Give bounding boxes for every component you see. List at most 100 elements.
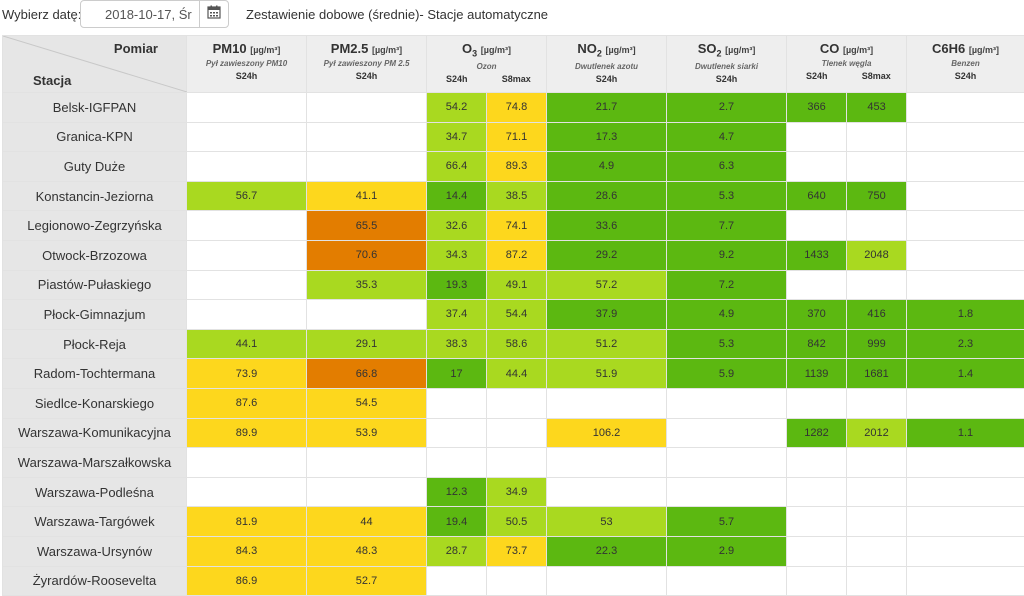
station-name[interactable]: Warszawa-Ursynów bbox=[3, 536, 187, 566]
measurement-cell: 2.9 bbox=[667, 536, 787, 566]
measurement-cell: 1139 bbox=[787, 359, 847, 389]
measurement-cell: 53 bbox=[547, 507, 667, 537]
measurement-cell: 6.3 bbox=[667, 152, 787, 182]
measurement-cell bbox=[787, 448, 847, 478]
measurement-cell: 1.1 bbox=[907, 418, 1024, 448]
pollutant-unit: [µg/m³] bbox=[843, 45, 873, 55]
measurement-cell: 640 bbox=[787, 181, 847, 211]
toolbar: Wybierz datę: Zestawienie dobowe (średni… bbox=[0, 0, 1024, 30]
measurement-cell: 54.2 bbox=[427, 93, 487, 123]
measurement-cell: 84.3 bbox=[187, 536, 307, 566]
measurement-cell bbox=[187, 211, 307, 241]
pollutant-description: Tlenek węgla bbox=[787, 59, 906, 68]
measurement-cell bbox=[847, 507, 907, 537]
station-name[interactable]: Warszawa-Targówek bbox=[3, 507, 187, 537]
measurement-cell bbox=[787, 211, 847, 241]
measurement-cell: 5.9 bbox=[667, 359, 787, 389]
measurement-cell: 1433 bbox=[787, 240, 847, 270]
corner-header: Pomiar Stacja bbox=[3, 36, 187, 93]
measurement-cell: 32.6 bbox=[427, 211, 487, 241]
measurement-cell: 9.2 bbox=[667, 240, 787, 270]
measurement-cell bbox=[547, 566, 667, 596]
measurement-cell bbox=[787, 507, 847, 537]
measurement-cell: 5.3 bbox=[667, 329, 787, 359]
measurement-cell: 53.9 bbox=[307, 418, 427, 448]
table-header-row: Pomiar Stacja PM10 [µg/m³]Pył zawieszony… bbox=[3, 36, 1024, 93]
measurement-cell: 750 bbox=[847, 181, 907, 211]
station-name[interactable]: Guty Duże bbox=[3, 152, 187, 182]
measurement-cell: 73.7 bbox=[487, 536, 547, 566]
station-name[interactable]: Granica-KPN bbox=[3, 122, 187, 152]
measurement-cell bbox=[307, 152, 427, 182]
measurement-cell: 4.7 bbox=[667, 122, 787, 152]
aggregation-label: S24h bbox=[547, 74, 666, 84]
measurement-cell bbox=[667, 477, 787, 507]
station-name[interactable]: Warszawa-Marszałkowska bbox=[3, 448, 187, 478]
station-name[interactable]: Otwock-Brzozowa bbox=[3, 240, 187, 270]
measurement-cell bbox=[667, 566, 787, 596]
station-name[interactable]: Warszawa-Podleśna bbox=[3, 477, 187, 507]
measurement-cell bbox=[547, 477, 667, 507]
measurement-cell bbox=[187, 93, 307, 123]
measurement-cell: 2048 bbox=[847, 240, 907, 270]
measurement-cell: 35.3 bbox=[307, 270, 427, 300]
measurement-cell: 34.3 bbox=[427, 240, 487, 270]
measurement-cell: 999 bbox=[847, 329, 907, 359]
station-name[interactable]: Płock-Gimnazjum bbox=[3, 300, 187, 330]
measurement-cell: 1.4 bbox=[907, 359, 1024, 389]
measurement-cell: 86.9 bbox=[187, 566, 307, 596]
measurement-cell: 2.3 bbox=[907, 329, 1024, 359]
date-label: Wybierz datę: bbox=[2, 7, 81, 22]
measurements-table: Pomiar Stacja PM10 [µg/m³]Pył zawieszony… bbox=[2, 35, 1024, 596]
measurement-cell: 34.9 bbox=[487, 477, 547, 507]
pollutant-description: Benzen bbox=[907, 59, 1024, 68]
station-name[interactable]: Piastów-Pułaskiego bbox=[3, 270, 187, 300]
station-name[interactable]: Warszawa-Komunikacyjna bbox=[3, 418, 187, 448]
measurement-cell bbox=[907, 388, 1024, 418]
station-name[interactable]: Płock-Reja bbox=[3, 329, 187, 359]
measurement-cell: 38.5 bbox=[487, 181, 547, 211]
measurement-cell: 66.4 bbox=[427, 152, 487, 182]
measurement-cell bbox=[547, 388, 667, 418]
measurement-cell bbox=[907, 93, 1024, 123]
aggregation-label: S8max bbox=[847, 71, 907, 81]
pollutant-name: SO2 [µg/m³] bbox=[667, 41, 786, 59]
calendar-button[interactable] bbox=[199, 0, 229, 28]
measurement-cell bbox=[847, 388, 907, 418]
station-name[interactable]: Konstancin-Jeziorna bbox=[3, 181, 187, 211]
measurement-cell: 33.6 bbox=[547, 211, 667, 241]
measurement-cell: 57.2 bbox=[547, 270, 667, 300]
measurement-cell bbox=[667, 448, 787, 478]
measurement-cell bbox=[427, 566, 487, 596]
measurement-cell bbox=[187, 240, 307, 270]
measurement-cell bbox=[847, 566, 907, 596]
measurement-cell: 44.1 bbox=[187, 329, 307, 359]
measurement-cell bbox=[307, 300, 427, 330]
pollutant-unit: [µg/m³] bbox=[481, 45, 511, 55]
station-name[interactable]: Legionowo-Zegrzyńska bbox=[3, 211, 187, 241]
date-input[interactable] bbox=[80, 0, 200, 28]
measurement-cell: 54.4 bbox=[487, 300, 547, 330]
measurement-cell bbox=[847, 211, 907, 241]
measurement-cell bbox=[787, 477, 847, 507]
measurement-cell bbox=[667, 388, 787, 418]
measurement-cell: 29.1 bbox=[307, 329, 427, 359]
station-name[interactable]: Radom-Tochtermana bbox=[3, 359, 187, 389]
measurement-cell: 74.8 bbox=[487, 93, 547, 123]
pollutant-description: Pył zawieszony PM 2.5 bbox=[307, 59, 426, 68]
calendar-icon bbox=[207, 5, 221, 24]
measurement-cell: 416 bbox=[847, 300, 907, 330]
measurement-cell bbox=[847, 536, 907, 566]
measurement-cell bbox=[847, 270, 907, 300]
station-name[interactable]: Belsk-IGFPAN bbox=[3, 93, 187, 123]
station-name[interactable]: Siedlce-Konarskiego bbox=[3, 388, 187, 418]
station-name[interactable]: Żyrardów-Roosevelta bbox=[3, 566, 187, 596]
measurement-cell: 66.8 bbox=[307, 359, 427, 389]
measurement-cell bbox=[847, 448, 907, 478]
measurement-cell bbox=[907, 152, 1024, 182]
